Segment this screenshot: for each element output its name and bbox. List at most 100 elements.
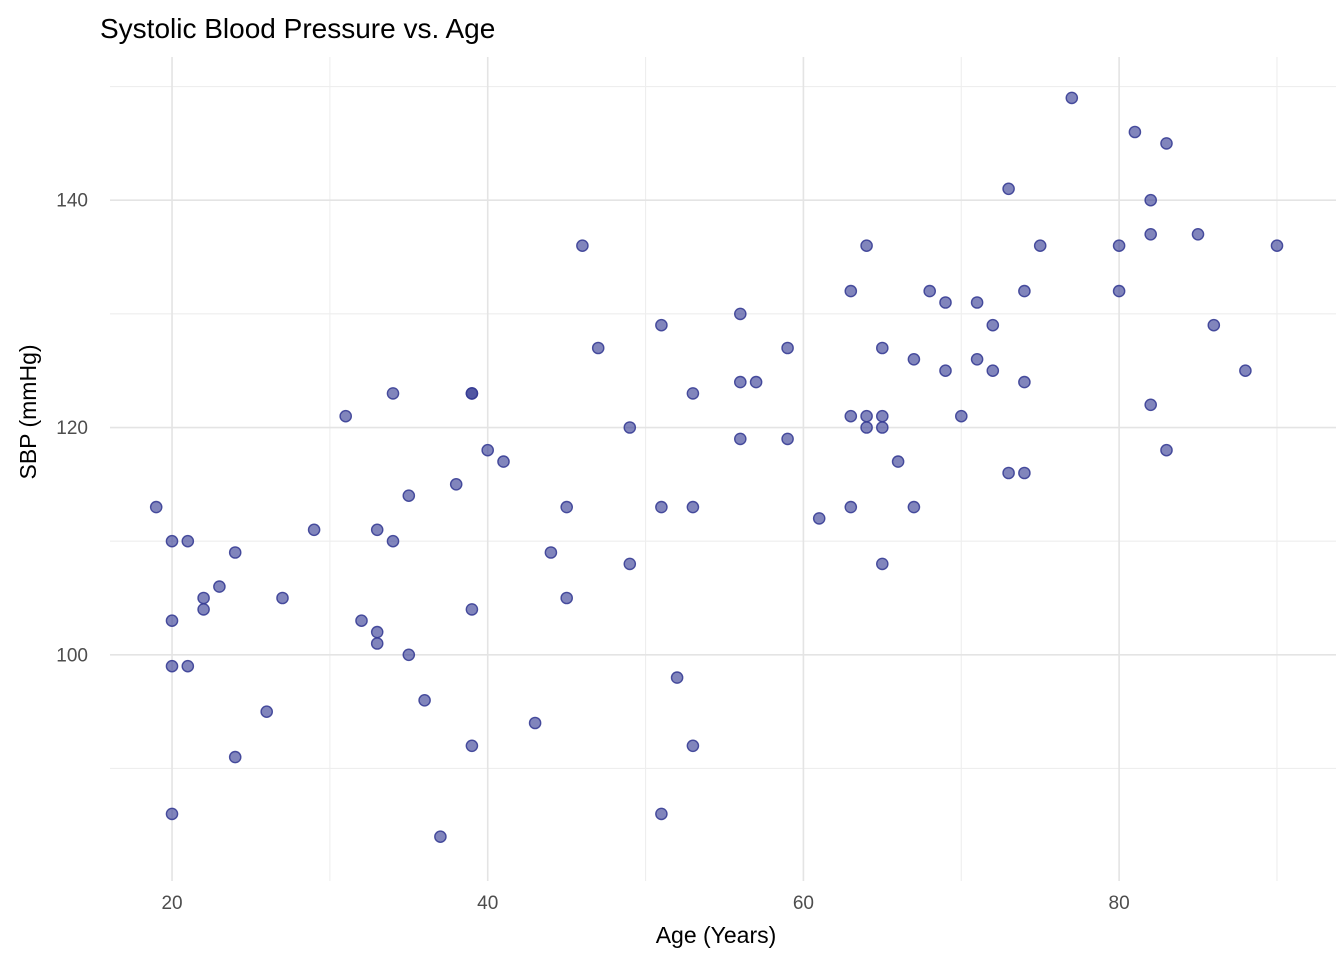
data-point[interactable] [749, 375, 763, 389]
data-point[interactable] [781, 432, 794, 446]
data-point[interactable] [955, 409, 968, 423]
data-point[interactable] [1002, 182, 1015, 196]
data-point[interactable] [307, 523, 321, 537]
data-point[interactable] [591, 341, 605, 355]
data-point[interactable] [181, 659, 195, 673]
data-point[interactable] [370, 637, 384, 650]
data-point[interactable] [812, 512, 826, 525]
data-point[interactable] [907, 352, 921, 366]
data-point[interactable] [1018, 375, 1031, 389]
data-point[interactable] [939, 364, 952, 378]
data-point[interactable] [623, 421, 637, 434]
data-point[interactable] [986, 364, 1000, 378]
data-point[interactable] [781, 341, 794, 355]
data-point[interactable] [655, 807, 668, 821]
data-point[interactable] [418, 694, 431, 707]
data-point[interactable] [1160, 137, 1173, 150]
data-point[interactable] [165, 807, 179, 821]
data-point[interactable] [449, 477, 463, 491]
data-point[interactable] [528, 716, 542, 730]
x-tick-label: 60 [793, 893, 814, 914]
data-point[interactable] [228, 750, 242, 764]
data-point[interactable] [465, 739, 479, 753]
data-point[interactable] [386, 534, 400, 548]
data-point[interactable] [1065, 91, 1079, 105]
data-point[interactable] [339, 409, 353, 423]
data-point[interactable] [1207, 318, 1221, 332]
data-point[interactable] [1144, 227, 1157, 241]
data-point[interactable] [228, 546, 242, 559]
data-point[interactable] [1270, 239, 1284, 252]
data-point[interactable] [876, 421, 889, 434]
data-point[interactable] [386, 387, 400, 400]
data-point[interactable] [844, 500, 858, 514]
data-point[interactable] [497, 455, 510, 468]
data-point[interactable] [734, 432, 747, 446]
data-point[interactable] [1128, 125, 1142, 139]
data-point[interactable] [1018, 284, 1031, 298]
data-point[interactable] [623, 557, 637, 571]
y-axis-title: SBP (mmHg) [15, 344, 41, 479]
data-point[interactable] [860, 239, 873, 252]
data-point[interactable] [370, 625, 384, 639]
data-point[interactable] [686, 739, 700, 753]
data-point[interactable] [986, 318, 1000, 332]
data-point[interactable] [844, 409, 858, 423]
data-point[interactable] [260, 705, 274, 719]
minor-gridlines [110, 57, 1336, 881]
data-point[interactable] [465, 387, 479, 400]
data-point[interactable] [876, 341, 889, 355]
data-point[interactable] [686, 387, 700, 400]
data-point[interactable] [197, 591, 210, 605]
data-point[interactable] [181, 534, 195, 548]
data-point[interactable] [970, 352, 984, 366]
data-point[interactable] [1160, 443, 1173, 457]
data-point[interactable] [670, 671, 684, 684]
data-point[interactable] [402, 489, 416, 503]
data-point[interactable] [844, 284, 858, 298]
x-tick-label: 20 [161, 893, 182, 914]
data-point[interactable] [355, 614, 368, 628]
data-point[interactable] [860, 409, 873, 423]
data-point[interactable] [370, 523, 384, 537]
data-point[interactable] [1239, 364, 1252, 378]
data-point[interactable] [165, 614, 179, 628]
data-point[interactable] [465, 603, 479, 616]
data-point[interactable] [197, 603, 210, 616]
data-point[interactable] [213, 580, 226, 593]
data-point[interactable] [544, 546, 558, 559]
data-point[interactable] [1191, 227, 1205, 241]
data-point[interactable] [1002, 466, 1015, 480]
data-point[interactable] [576, 239, 589, 252]
data-point[interactable] [734, 307, 747, 321]
data-point[interactable] [276, 591, 289, 605]
data-point[interactable] [734, 375, 747, 389]
data-point[interactable] [434, 830, 447, 844]
data-point[interactable] [876, 409, 889, 423]
data-point[interactable] [923, 284, 937, 298]
data-point[interactable] [560, 591, 574, 605]
data-point[interactable] [860, 421, 873, 434]
data-point[interactable] [655, 318, 668, 332]
data-point[interactable] [1112, 239, 1126, 252]
data-point[interactable] [1033, 239, 1047, 252]
data-point[interactable] [560, 500, 574, 514]
data-point[interactable] [1144, 398, 1157, 412]
data-point[interactable] [686, 500, 700, 514]
data-point[interactable] [165, 534, 179, 548]
data-point[interactable] [1018, 466, 1031, 480]
data-point[interactable] [939, 296, 952, 309]
data-point[interactable] [481, 443, 495, 457]
data-point[interactable] [907, 500, 921, 514]
data-point[interactable] [402, 648, 416, 662]
data-point[interactable] [876, 557, 889, 571]
data-point[interactable] [165, 659, 179, 673]
data-point[interactable] [970, 296, 984, 309]
data-point[interactable] [655, 500, 668, 514]
chart-title: Systolic Blood Pressure vs. Age [100, 13, 495, 44]
y-axis-tick-labels: 100 120 140 [56, 191, 88, 667]
data-point[interactable] [1144, 193, 1157, 207]
data-point[interactable] [891, 455, 905, 468]
data-point[interactable] [1112, 284, 1126, 298]
data-point[interactable] [149, 500, 163, 514]
